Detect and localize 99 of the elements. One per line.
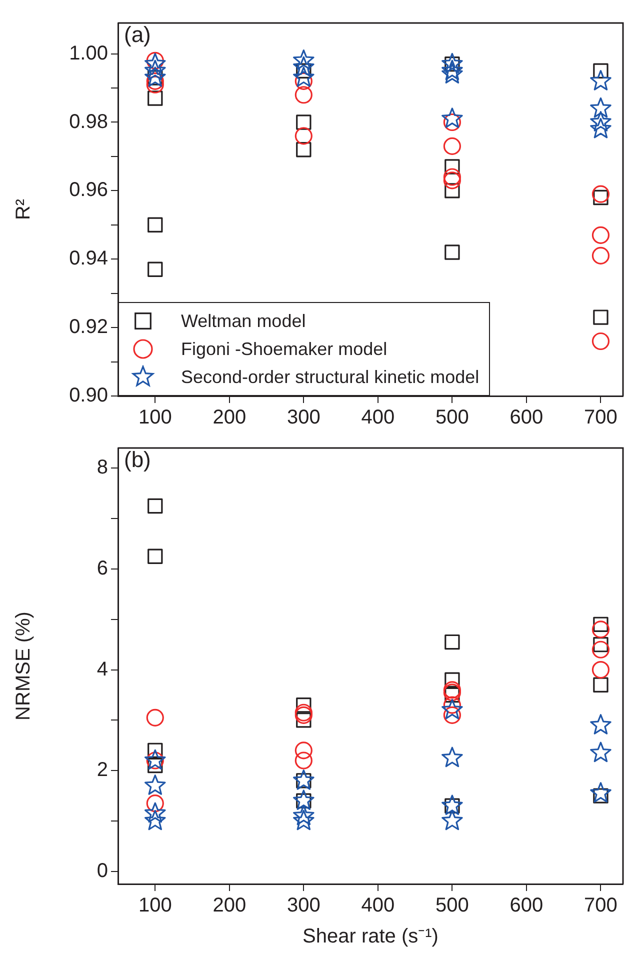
x-tick-label: 300	[286, 894, 320, 917]
point	[293, 66, 314, 87]
point	[294, 86, 312, 104]
point	[293, 770, 314, 790]
point	[144, 60, 166, 80]
point	[590, 70, 612, 90]
point	[296, 697, 312, 713]
point	[294, 742, 312, 760]
x-tick-label: 100	[138, 406, 172, 429]
x-tick-label: 200	[212, 894, 246, 917]
point	[442, 794, 463, 816]
x-tick-label: 400	[361, 406, 395, 429]
point	[592, 185, 610, 203]
point	[592, 332, 610, 350]
point	[592, 640, 610, 658]
x-tick-label: 200	[212, 406, 246, 429]
y-tick-label: 6	[96, 557, 108, 580]
point	[293, 810, 314, 830]
point	[444, 159, 460, 174]
point	[148, 217, 163, 232]
point	[444, 183, 460, 198]
y-tick-label: 1.00	[69, 42, 108, 64]
y-tick-label: 0.94	[69, 248, 108, 270]
point	[294, 127, 312, 145]
legend-label: Second-order structural kinetic model	[181, 366, 480, 388]
x-tick-label: 600	[510, 894, 544, 917]
y-tick-label: 0.90	[69, 384, 108, 407]
point	[593, 310, 608, 325]
point	[293, 804, 314, 826]
point	[593, 63, 608, 79]
point	[148, 498, 163, 514]
x-tick-label: 700	[584, 406, 618, 429]
point	[148, 262, 163, 277]
point	[444, 634, 460, 650]
point	[590, 118, 612, 138]
point	[442, 698, 463, 720]
x-tick-label: 500	[436, 406, 469, 429]
point	[294, 752, 312, 770]
point	[444, 672, 460, 688]
point	[148, 548, 163, 564]
point	[442, 746, 463, 768]
point	[592, 226, 610, 244]
point	[592, 660, 610, 679]
point	[148, 90, 163, 106]
point	[592, 620, 610, 638]
y-tick-label: 4	[96, 658, 108, 680]
point	[144, 66, 166, 87]
point	[144, 52, 166, 74]
y-axis-title: NRMSE (%)	[12, 612, 35, 720]
point	[146, 708, 164, 726]
point	[593, 677, 608, 692]
x-tick-label: 700	[584, 894, 618, 917]
point	[444, 687, 460, 703]
x-tick-label: 600	[510, 406, 544, 429]
point	[442, 810, 463, 830]
point	[144, 802, 166, 823]
x-tick-label: 100	[138, 894, 172, 917]
point	[293, 49, 314, 70]
point	[296, 142, 312, 158]
x-tick-label: 300	[286, 406, 320, 429]
point	[443, 168, 461, 186]
annotation: (a)	[124, 22, 151, 48]
point	[592, 246, 610, 264]
point	[144, 810, 166, 830]
legend-label: Weltman model	[181, 310, 306, 332]
point	[293, 790, 314, 810]
y-tick-label: 0.96	[69, 179, 108, 202]
point	[148, 742, 163, 758]
y-tick-label: 8	[96, 456, 108, 479]
x-axis-title: Shear rate (s⁻¹)	[302, 926, 438, 948]
y-tick-label: 0.92	[69, 316, 108, 338]
point	[296, 114, 312, 130]
point	[593, 616, 608, 632]
y-tick-label: 0	[96, 860, 108, 882]
x-tick-label: 500	[436, 894, 469, 917]
point	[590, 782, 612, 802]
point	[590, 97, 612, 118]
point	[590, 742, 612, 762]
legend-label: Figoni -Shoemaker model	[181, 338, 388, 360]
point	[593, 636, 608, 652]
y-axis-title: R²	[12, 198, 35, 220]
point	[296, 712, 312, 728]
point	[443, 172, 461, 190]
point	[590, 111, 612, 132]
point	[144, 774, 166, 795]
point	[444, 244, 460, 260]
annotation: (b)	[124, 447, 151, 472]
point	[442, 108, 463, 128]
x-tick-label: 400	[361, 894, 395, 917]
point	[442, 63, 463, 84]
y-tick-label: 0.98	[69, 110, 108, 133]
point	[590, 714, 612, 734]
point	[443, 137, 461, 155]
point	[443, 113, 461, 132]
point	[593, 190, 608, 206]
point	[442, 52, 463, 74]
point	[293, 56, 314, 77]
point	[442, 60, 463, 80]
y-tick-label: 2	[96, 759, 108, 782]
